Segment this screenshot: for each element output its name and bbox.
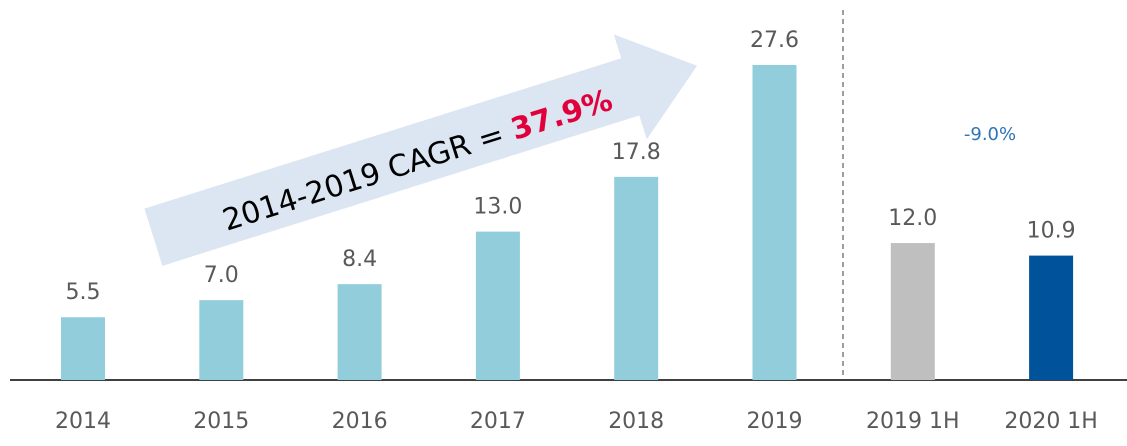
value-label: 17.8	[612, 140, 661, 165]
value-label: 12.0	[888, 206, 937, 231]
x-tick-label: 2020 1H	[1004, 409, 1098, 434]
bar	[1029, 255, 1074, 380]
arrow-shape	[144, 34, 698, 266]
x-tick-label: 2019 1H	[866, 409, 960, 434]
value-label: 7.0	[204, 263, 239, 288]
cagr-label: 2014-2019 CAGR = 37.9%	[219, 83, 617, 239]
x-tick-label: 2015	[193, 409, 249, 434]
bar	[199, 300, 244, 380]
x-tick-label: 2019	[747, 409, 803, 434]
x-tick-label: 2017	[470, 409, 526, 434]
bar	[61, 317, 105, 380]
value-label: 8.4	[342, 247, 377, 272]
bar	[337, 284, 382, 380]
bar	[475, 231, 520, 380]
x-tick-label: 2018	[608, 409, 664, 434]
x-tick-label: 2014	[55, 409, 111, 434]
value-label: 5.5	[66, 280, 101, 305]
bar	[890, 243, 935, 380]
x-tick-label: 2016	[332, 409, 388, 434]
value-label: 27.6	[750, 28, 799, 53]
bar	[614, 176, 659, 380]
bar	[752, 65, 797, 380]
change-label: -9.0%	[964, 124, 1016, 145]
value-label: 10.9	[1027, 219, 1076, 244]
value-label: 13.0	[473, 195, 522, 220]
